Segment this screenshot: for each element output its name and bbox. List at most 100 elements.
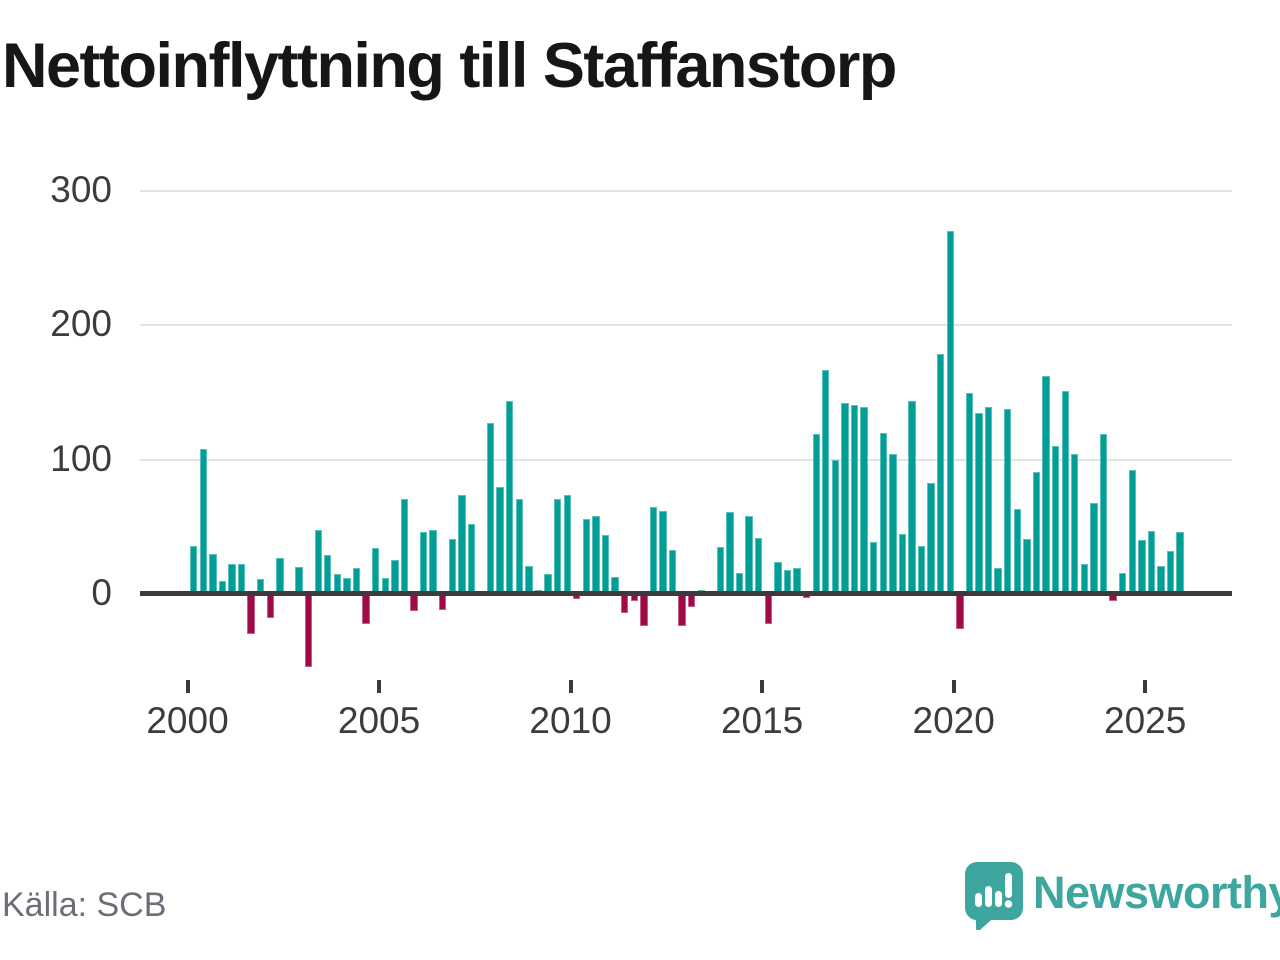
bar-2000-q42 — [592, 516, 600, 594]
bar-2000-q0 — [190, 545, 198, 594]
bar-2000-q98 — [1128, 470, 1136, 594]
bar-2000-q78 — [937, 353, 945, 594]
bar-2000-q9 — [276, 557, 284, 594]
bar-2000-q39 — [563, 494, 571, 594]
gridline-300 — [140, 190, 1232, 192]
bar-2000-q48 — [649, 506, 658, 594]
bar-2000-q14 — [324, 555, 332, 594]
bar-2000-q55 — [716, 546, 725, 594]
bar-2000-q87 — [1023, 538, 1031, 594]
bar-2000-q93 — [1080, 564, 1089, 594]
bar-2000-q72 — [879, 432, 887, 594]
bar-2000-q24 — [419, 532, 428, 594]
x-axis-tick-2025 — [1143, 680, 1148, 693]
bar-2000-q90 — [1051, 446, 1060, 594]
bar-2000-q96 — [1109, 594, 1117, 601]
bar-2000-q65 — [812, 434, 820, 594]
bar-2000-q29 — [467, 524, 476, 594]
bar-2000-q94 — [1090, 502, 1098, 594]
newsworthy-logo-icon — [964, 862, 1023, 932]
bar-2000-q64 — [802, 594, 811, 599]
bar-2000-q27 — [448, 538, 456, 594]
y-axis-label-0: 0 — [91, 572, 112, 614]
bar-2000-q52 — [688, 594, 696, 608]
bar-2000-q25 — [429, 529, 437, 594]
bar-2000-q71 — [869, 541, 878, 594]
bar-2000-q37 — [544, 573, 552, 594]
bar-2000-q95 — [1099, 434, 1108, 594]
bar-2000-q99 — [1138, 540, 1146, 594]
x-axis-tick-2005 — [377, 680, 382, 693]
bar-2000-q43 — [601, 534, 610, 594]
bar-2000-q19 — [371, 548, 380, 594]
bar-2000-q40 — [573, 594, 581, 600]
bar-2000-q22 — [400, 498, 409, 594]
bar-2000-q74 — [898, 533, 907, 594]
bar-2000-q3 — [218, 580, 227, 594]
bar-2000-q68 — [841, 403, 849, 594]
bar-2000-q33 — [506, 400, 514, 594]
x-axis-label-2015: 2015 — [720, 700, 804, 741]
bar-2000-q21 — [391, 560, 399, 594]
bar-2000-q57 — [735, 572, 744, 594]
bar-2000-q84 — [994, 568, 1002, 594]
bar-2000-q81 — [965, 392, 974, 594]
bar-2000-q23 — [410, 594, 418, 612]
y-axis-label-300: 300 — [50, 169, 112, 211]
bar-2000-q62 — [783, 569, 792, 594]
y-axis-label-100: 100 — [50, 437, 112, 479]
bar-2000-q7 — [257, 579, 265, 594]
bar-2000-q38 — [553, 498, 562, 594]
bar-2000-q103 — [1176, 532, 1184, 594]
bar-2000-q101 — [1157, 565, 1165, 594]
chart-title: Nettoinflyttning till Staffanstorp — [2, 31, 897, 101]
x-axis-tick-2020 — [951, 680, 956, 693]
bar-2000-q16 — [343, 577, 351, 594]
bar-2000-q67 — [831, 459, 840, 594]
bar-2000-q1 — [199, 448, 207, 594]
bar-2000-q51 — [678, 594, 686, 627]
bar-2000-q97 — [1118, 572, 1127, 594]
y-axis-label-200: 200 — [50, 303, 112, 345]
bar-2000-q50 — [668, 549, 677, 594]
brand-name: Newsworthy — [1033, 867, 1280, 918]
source-note: Källa: SCB — [2, 886, 167, 924]
bar-2000-q75 — [908, 400, 916, 594]
bar-2000-q20 — [381, 577, 389, 594]
bar-2000-q58 — [745, 516, 753, 594]
bar-2000-q63 — [793, 568, 801, 594]
bar-2000-q18 — [362, 594, 370, 624]
bar-2000-q4 — [228, 564, 236, 594]
x-axis-tick-2000 — [185, 680, 190, 693]
bar-2000-q35 — [525, 565, 533, 594]
bar-2000-q11 — [295, 567, 303, 594]
x-axis-label-2020: 2020 — [912, 700, 995, 741]
bar-2000-q34 — [515, 498, 523, 594]
bar-2000-q41 — [582, 518, 591, 594]
x-axis-label-2025: 2025 — [1104, 700, 1187, 741]
bar-2000-q89 — [1042, 376, 1050, 594]
bar-2000-q92 — [1071, 454, 1079, 594]
x-axis-label-2005: 2005 — [337, 700, 421, 741]
bar-2000-q44 — [611, 576, 619, 594]
x-axis-label-2010: 2010 — [529, 700, 612, 741]
zero-baseline — [140, 591, 1232, 596]
bar-2000-q83 — [984, 407, 993, 594]
bar-2000-q31 — [486, 423, 495, 594]
bar-2000-q70 — [860, 407, 868, 594]
bar-2000-q8 — [266, 594, 274, 619]
bar-2000-q82 — [975, 412, 983, 594]
bar-2000-q88 — [1032, 471, 1041, 594]
bar-2000-q15 — [333, 573, 342, 594]
bar-2000-q73 — [889, 454, 897, 594]
gridline-200 — [140, 324, 1232, 327]
bar-2000-q69 — [850, 404, 859, 594]
bar-2000-q61 — [774, 561, 782, 594]
brand-footer: Newsworthy — [963, 860, 1280, 932]
bar-2000-q60 — [764, 594, 772, 624]
x-axis-label-2000: 2000 — [146, 700, 229, 741]
bar-2000-q85 — [1004, 408, 1012, 594]
gridline-100 — [140, 458, 1232, 461]
